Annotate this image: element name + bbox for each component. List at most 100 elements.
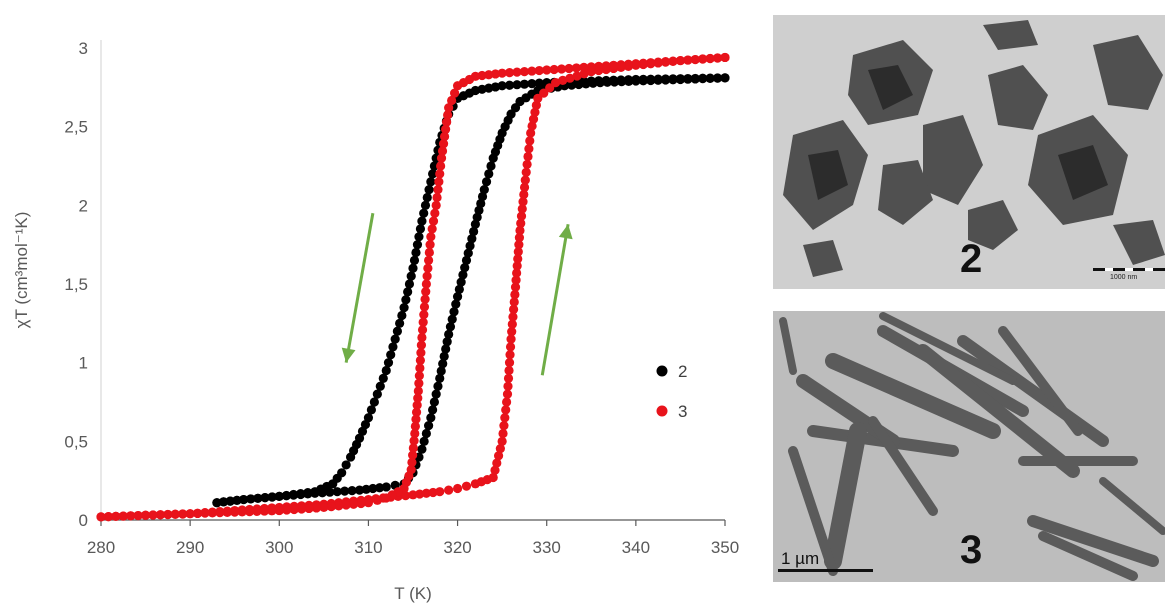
- data-point: [281, 490, 292, 501]
- data-point: [631, 74, 641, 85]
- data-point: [474, 205, 484, 215]
- data-point: [441, 124, 451, 134]
- data-point: [408, 263, 418, 273]
- data-point: [369, 397, 379, 407]
- data-point: [423, 263, 433, 273]
- data-point: [502, 397, 512, 407]
- data-point: [556, 64, 567, 74]
- legend: 23: [656, 362, 687, 421]
- data-point: [504, 80, 515, 90]
- data-point: [415, 363, 425, 373]
- data-point: [449, 307, 459, 317]
- data-point: [470, 219, 480, 229]
- data-point: [523, 151, 533, 162]
- data-point: [525, 136, 535, 146]
- data-point: [424, 247, 434, 258]
- data-point: [463, 248, 473, 258]
- data-point: [421, 488, 431, 498]
- data-point: [386, 350, 396, 360]
- data-point: [477, 70, 487, 81]
- series-3: [96, 52, 730, 522]
- data-point: [411, 414, 421, 424]
- data-point: [244, 507, 255, 517]
- data-point: [140, 510, 151, 520]
- data-point: [267, 506, 277, 516]
- data-point: [445, 322, 456, 332]
- data-point: [442, 117, 452, 127]
- data-point: [498, 428, 508, 439]
- data-point: [416, 348, 426, 358]
- data-point: [400, 491, 411, 501]
- data-point: [534, 65, 544, 76]
- data-point: [419, 208, 429, 218]
- x-tick-label: 300: [265, 538, 293, 557]
- data-point: [660, 74, 671, 84]
- y-tick-label: 2: [79, 196, 88, 215]
- data-point: [527, 79, 537, 89]
- data-point: [348, 499, 359, 509]
- data-point: [522, 159, 532, 170]
- data-point: [472, 212, 482, 222]
- data-point: [447, 314, 457, 324]
- legend-label-3: 3: [678, 402, 687, 421]
- data-point: [683, 73, 693, 84]
- data-point: [519, 189, 529, 200]
- data-point: [509, 304, 519, 314]
- data-point: [259, 506, 270, 516]
- data-point: [417, 325, 428, 335]
- data-point: [443, 110, 453, 120]
- data-point: [526, 128, 536, 138]
- data-point: [452, 483, 463, 494]
- data-point: [421, 279, 431, 289]
- data-point: [424, 185, 434, 195]
- tem-image-compound-3: 1 µm 3: [773, 311, 1165, 582]
- data-point: [444, 485, 454, 495]
- data-point: [303, 488, 313, 498]
- data-point: [424, 255, 434, 265]
- data-point: [493, 451, 504, 461]
- data-point: [395, 318, 405, 328]
- data-point: [513, 254, 523, 264]
- data-point: [524, 144, 534, 154]
- data-point: [513, 247, 523, 257]
- data-point: [417, 332, 427, 343]
- data-point: [414, 378, 424, 388]
- data-point: [435, 373, 445, 383]
- panel-label-2: 2: [960, 237, 983, 281]
- data-point: [452, 291, 463, 302]
- data-point: [126, 511, 136, 521]
- data-point: [340, 486, 350, 496]
- data-point: [638, 58, 648, 68]
- data-point: [461, 481, 472, 491]
- data-point: [426, 177, 436, 187]
- data-point: [720, 52, 730, 63]
- data-point: [237, 507, 247, 517]
- data-point: [505, 342, 516, 352]
- data-point: [452, 81, 463, 91]
- data-point: [207, 508, 218, 518]
- data-point: [218, 497, 229, 507]
- y-tick-label: 0: [79, 511, 88, 530]
- data-point: [442, 337, 452, 347]
- data-point: [504, 365, 514, 376]
- data-point: [458, 270, 468, 280]
- data-point: [421, 428, 431, 439]
- tem-image-compound-2: 1000 nm 2: [773, 15, 1165, 289]
- data-point: [411, 407, 422, 417]
- data-point: [519, 182, 530, 192]
- data-point: [436, 161, 446, 171]
- data-point: [381, 493, 391, 503]
- data-point: [435, 169, 445, 179]
- x-tick-label: 340: [622, 538, 650, 557]
- data-point: [490, 465, 500, 475]
- data-point: [363, 498, 374, 508]
- data-point: [212, 498, 222, 508]
- data-point: [690, 54, 700, 65]
- data-point: [421, 287, 431, 297]
- data-point: [502, 389, 513, 399]
- data-point: [372, 495, 382, 505]
- data-point: [507, 319, 517, 329]
- data-point: [388, 342, 398, 352]
- data-point: [565, 73, 575, 83]
- data-point: [354, 485, 365, 495]
